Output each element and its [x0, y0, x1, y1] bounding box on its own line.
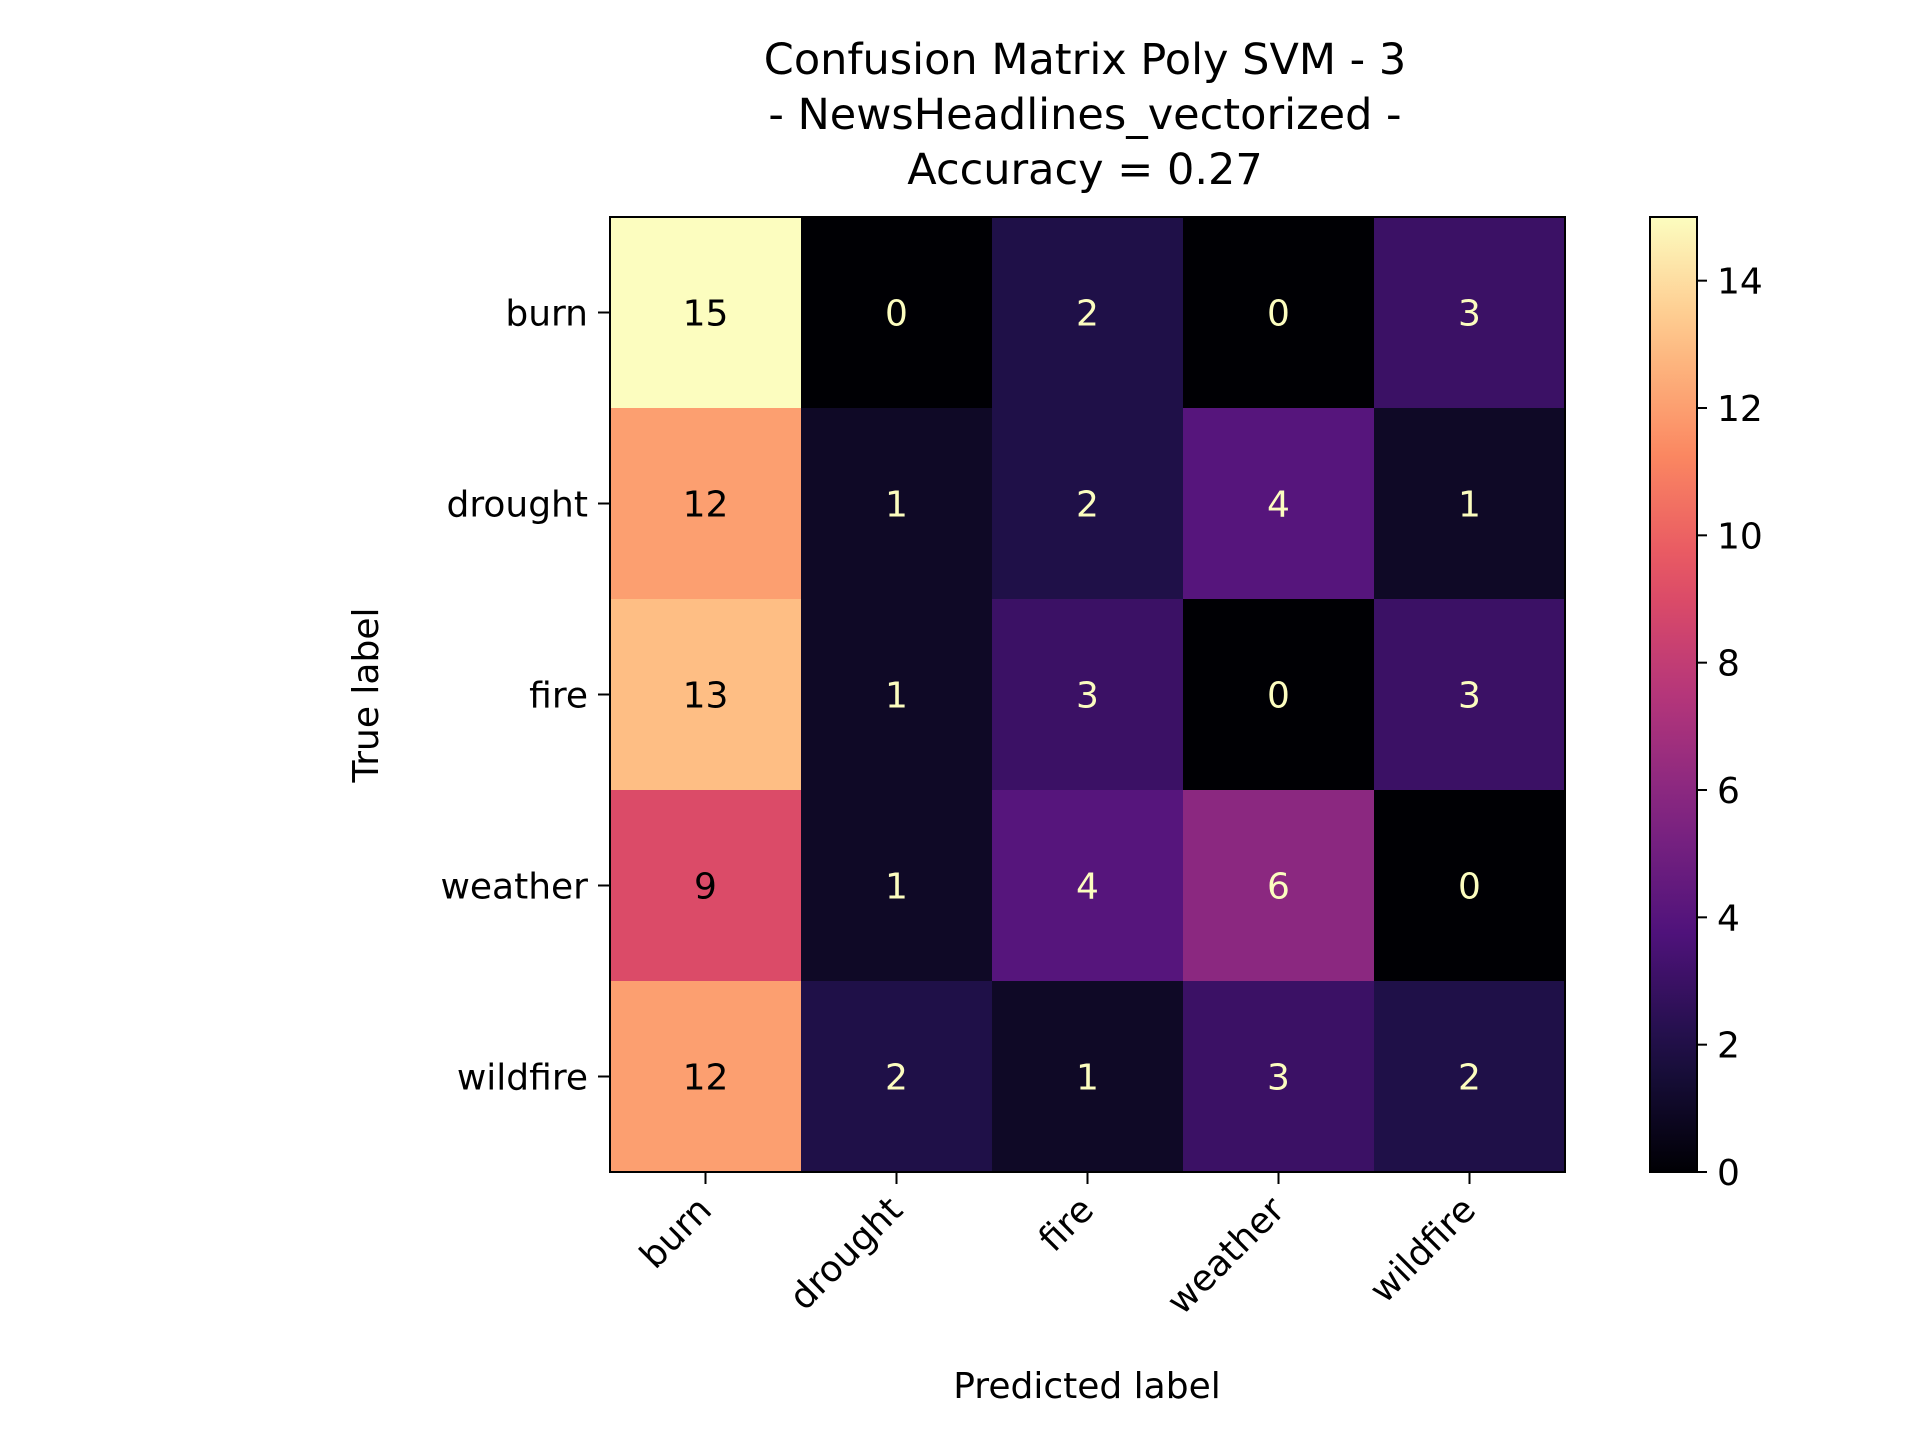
title-line-3: Accuracy = 0.27	[907, 145, 1262, 195]
y-tick-label: drought	[447, 485, 589, 526]
cell-weather-wildfire	[1374, 790, 1566, 982]
colorbar-tick-label: 14	[1717, 262, 1763, 303]
y-tick-label: burn	[505, 294, 588, 335]
cell-value-label: 1	[885, 867, 908, 908]
colorbar-tick-label: 0	[1717, 1153, 1740, 1194]
x-tick-label: fire	[1031, 1189, 1102, 1260]
colorbar-tick-label: 6	[1717, 771, 1740, 812]
cell-wildfire-fire	[992, 981, 1184, 1173]
cell-value-label: 3	[1267, 1058, 1290, 1099]
y-tick-label: fire	[529, 676, 588, 717]
y-tick-label: weather	[440, 867, 588, 908]
cell-weather-burn	[610, 790, 802, 982]
cell-wildfire-wildfire	[1374, 981, 1566, 1173]
y-tick-label: wildfire	[457, 1058, 588, 1099]
x-axis-label: Predicted label	[953, 1366, 1221, 1407]
cell-value-label: 6	[1267, 867, 1290, 908]
cell-burn-fire	[992, 217, 1184, 409]
cell-wildfire-drought	[801, 981, 993, 1173]
cell-value-label: 12	[683, 1058, 729, 1099]
chart-title: Confusion Matrix Poly SVM - 3 - NewsHead…	[755, 35, 1416, 195]
cell-value-label: 2	[1076, 485, 1099, 526]
colorbar-tick-label: 8	[1717, 644, 1740, 685]
cell-wildfire-weather	[1183, 981, 1375, 1173]
colorbar-tick-label: 10	[1717, 516, 1763, 557]
title-line-1: Confusion Matrix Poly SVM - 3	[764, 35, 1406, 85]
cell-fire-weather	[1183, 599, 1375, 791]
cell-drought-fire	[992, 408, 1184, 600]
cell-fire-drought	[801, 599, 993, 791]
y-axis-label: True label	[346, 608, 387, 784]
cell-value-label: 12	[683, 485, 729, 526]
cell-value-label: 4	[1267, 485, 1290, 526]
cell-fire-wildfire	[1374, 599, 1566, 791]
cell-weather-fire	[992, 790, 1184, 982]
x-tick-label: drought	[782, 1189, 911, 1318]
cell-drought-wildfire	[1374, 408, 1566, 600]
cell-value-label: 4	[1076, 867, 1099, 908]
title-line-2: - NewsHeadlines_vectorized -	[755, 90, 1416, 140]
cell-value-label: 0	[885, 294, 908, 335]
cell-value-label: 1	[1458, 485, 1481, 526]
cell-drought-weather	[1183, 408, 1375, 600]
heatmap-cells	[610, 217, 1566, 1173]
cell-burn-burn	[610, 217, 802, 409]
colorbar-ticks: 0 2 4 6 8 10 12 14	[1697, 262, 1763, 1194]
cell-drought-burn	[610, 408, 802, 600]
x-axis-ticks: burn drought fire weather wildfire	[632, 1172, 1484, 1323]
x-tick-label: wildfire	[1362, 1189, 1484, 1311]
cell-value-label: 3	[1076, 676, 1099, 717]
colorbar-tick-label: 12	[1717, 389, 1763, 430]
cell-fire-burn	[610, 599, 802, 791]
cell-value-labels: 15 0 2 0 312 1 2 4 113 1 3 0 39 1 4 6 012 2 1 3 2	[683, 294, 1481, 1099]
colorbar-tick-label: 2	[1717, 1026, 1740, 1067]
cell-burn-wildfire	[1374, 217, 1566, 409]
cell-fire-fire	[992, 599, 1184, 791]
cell-value-label: 3	[1458, 676, 1481, 717]
cell-value-label: 2	[1458, 1058, 1481, 1099]
cell-value-label: 13	[683, 676, 729, 717]
cell-value-label: 3	[1458, 294, 1481, 335]
cell-burn-drought	[801, 217, 993, 409]
cell-weather-weather	[1183, 790, 1375, 982]
cell-value-label: 0	[1267, 676, 1290, 717]
cell-value-label: 1	[885, 676, 908, 717]
cell-value-label: 9	[694, 867, 717, 908]
cell-value-label: 0	[1458, 867, 1481, 908]
cell-weather-drought	[801, 790, 993, 982]
cell-burn-weather	[1183, 217, 1375, 409]
cell-value-label: 15	[683, 294, 729, 335]
cell-value-label: 0	[1267, 294, 1290, 335]
cell-value-label: 1	[1076, 1058, 1099, 1099]
colorbar-tick-label: 4	[1717, 898, 1740, 939]
cell-value-label: 2	[885, 1058, 908, 1099]
colorbar	[1649, 216, 1698, 1173]
x-tick-label: burn	[632, 1189, 719, 1276]
cell-value-label: 1	[885, 485, 908, 526]
y-axis-ticks: burn drought fire weather wildfire	[440, 294, 610, 1099]
x-tick-label: weather	[1160, 1189, 1293, 1322]
cell-value-label: 2	[1076, 294, 1099, 335]
cell-drought-drought	[801, 408, 993, 600]
cell-wildfire-burn	[610, 981, 802, 1173]
